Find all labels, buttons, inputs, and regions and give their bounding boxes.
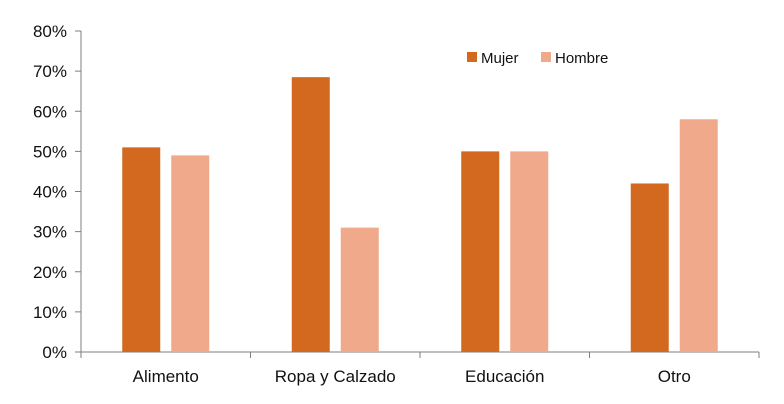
y-tick-label: 0% (42, 343, 67, 362)
bars (122, 77, 718, 353)
bar-mujer-2 (461, 151, 500, 352)
bar-mujer-1 (291, 77, 330, 353)
y-tick-label: 60% (33, 102, 67, 121)
y-tick-label: 80% (33, 22, 67, 41)
y-tick-label: 30% (33, 223, 67, 242)
y-tick-label: 50% (33, 142, 67, 161)
x-axis: Alimento Ropa y Calzado Educación Otro (80, 351, 760, 386)
y-tick-label: 40% (33, 183, 67, 202)
y-tick-label: 10% (33, 303, 67, 322)
legend-swatch-mujer (467, 52, 477, 62)
y-axis: 0% 10% 20% 30% 40% 50% 60% 70% 80% (33, 22, 82, 362)
bar-hombre-0 (171, 155, 210, 352)
y-tick-label: 20% (33, 263, 67, 282)
x-category-label: Educación (465, 367, 544, 386)
x-category-label: Alimento (133, 367, 199, 386)
x-category-label: Ropa y Calzado (275, 367, 396, 386)
bar-hombre-2 (510, 151, 549, 352)
legend-label-mujer: Mujer (481, 50, 519, 67)
bar-hombre-1 (340, 227, 379, 352)
bar-hombre-3 (679, 119, 718, 353)
bar-mujer-0 (122, 147, 161, 352)
legend-swatch-hombre (541, 52, 551, 62)
y-tick-label: 70% (33, 62, 67, 81)
x-category-label: Otro (658, 367, 691, 386)
legend: Mujer Hombre (467, 50, 608, 67)
bar-mujer-3 (630, 183, 669, 352)
legend-label-hombre: Hombre (555, 50, 608, 67)
